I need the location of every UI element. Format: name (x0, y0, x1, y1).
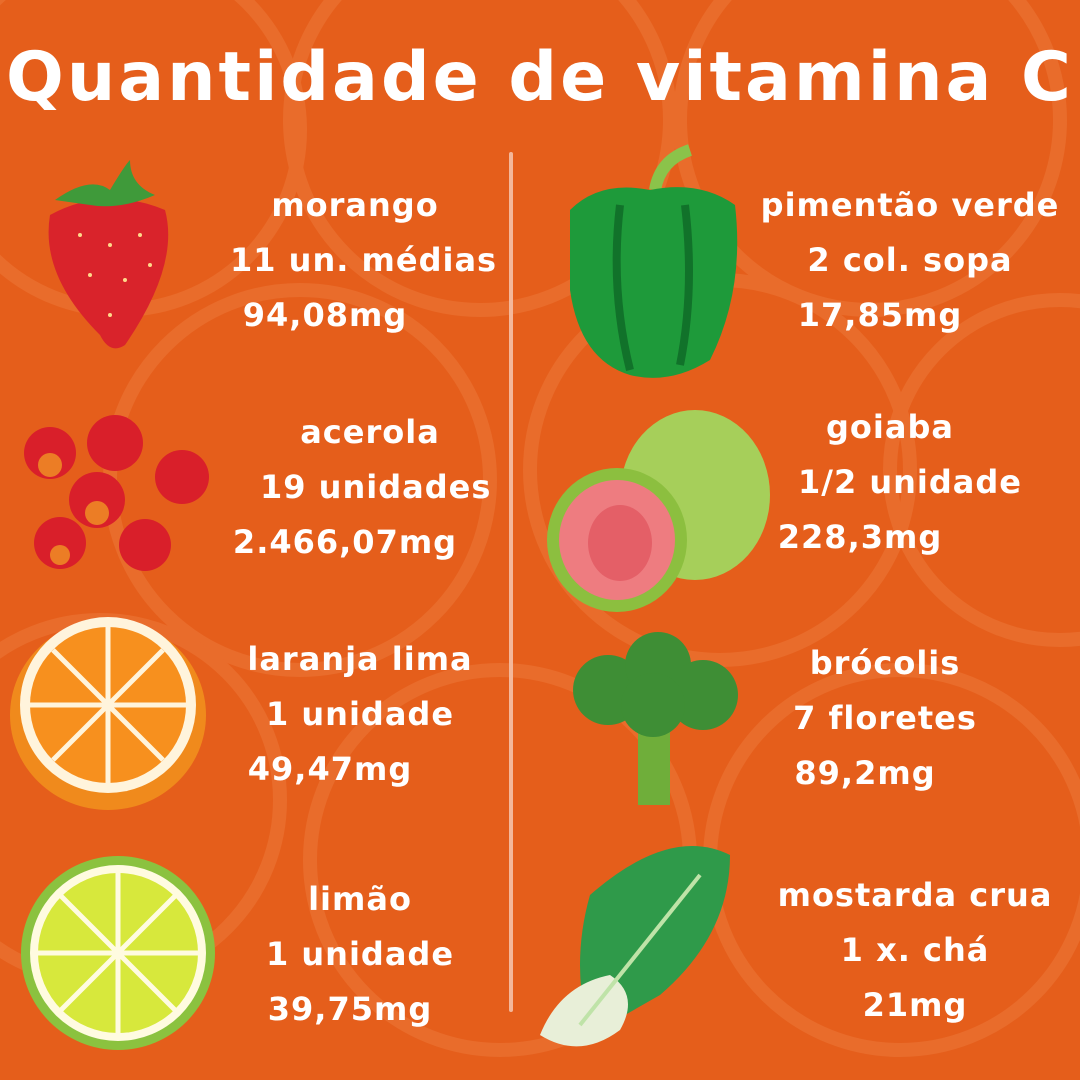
vitamin-c-amount: 21mg (862, 986, 968, 1024)
food-name: limão (308, 880, 412, 918)
food-portion: 19 unidades (260, 468, 492, 506)
broccoli-icon (573, 632, 738, 805)
lime-icon (21, 856, 215, 1050)
vitamin-c-amount: 17,85mg (797, 296, 963, 334)
food-item-green-pepper: pimentão verde 2 col. sopa 17,85mg (760, 178, 1060, 343)
food-item-strawberry: morango 11 un. médias 94,08mg (230, 178, 498, 343)
green-pepper-icon (570, 144, 738, 378)
vitamin-c-amount: 49,47mg (247, 750, 413, 788)
food-item-mustard-greens: mostarda crua 1 x. chá 21mg (765, 868, 1065, 1033)
vitamin-c-amount: 228,3mg (777, 518, 943, 556)
food-item-lime: limão 1 unidade 39,75mg (235, 872, 485, 1037)
food-portion: 1 unidade (265, 695, 455, 733)
food-name: mostarda crua (777, 876, 1053, 914)
food-name: brócolis (809, 644, 961, 682)
column-divider (509, 152, 513, 1012)
food-name: laranja lima (247, 640, 473, 678)
food-portion: 2 col. sopa (807, 241, 1013, 279)
page-title: Quantidade de vitamina C (6, 38, 1074, 117)
vitamin-c-amount: 94,08mg (242, 296, 408, 334)
food-name: acerola (300, 413, 440, 451)
food-portion: 1 unidade (265, 935, 455, 973)
vitamin-c-amount: 2.466,07mg (232, 523, 458, 561)
orange-icon (10, 617, 206, 810)
food-name: morango (271, 186, 439, 224)
food-name: goiaba (826, 408, 954, 446)
guava-icon (547, 410, 770, 612)
food-name: pimentão verde (760, 186, 1060, 224)
mustard-greens-icon (540, 846, 730, 1047)
food-portion: 1 x. chá (840, 931, 990, 969)
strawberry-icon (48, 160, 169, 349)
food-portion: 7 floretes (793, 699, 977, 737)
vitamin-c-amount: 39,75mg (267, 990, 433, 1028)
food-portion: 11 un. médias (230, 241, 498, 279)
food-portion: 1/2 unidade (798, 463, 1022, 501)
acerola-icon (24, 415, 209, 571)
vitamin-c-amount: 89,2mg (794, 754, 936, 792)
food-item-acerola: acerola 19 unidades 2.466,07mg (230, 405, 492, 570)
food-item-broccoli: brócolis 7 floretes 89,2mg (760, 636, 1060, 801)
food-item-orange: laranja lima 1 unidade 49,47mg (235, 632, 485, 797)
food-item-guava: goiaba 1/2 unidade 228,3mg (760, 400, 1060, 565)
